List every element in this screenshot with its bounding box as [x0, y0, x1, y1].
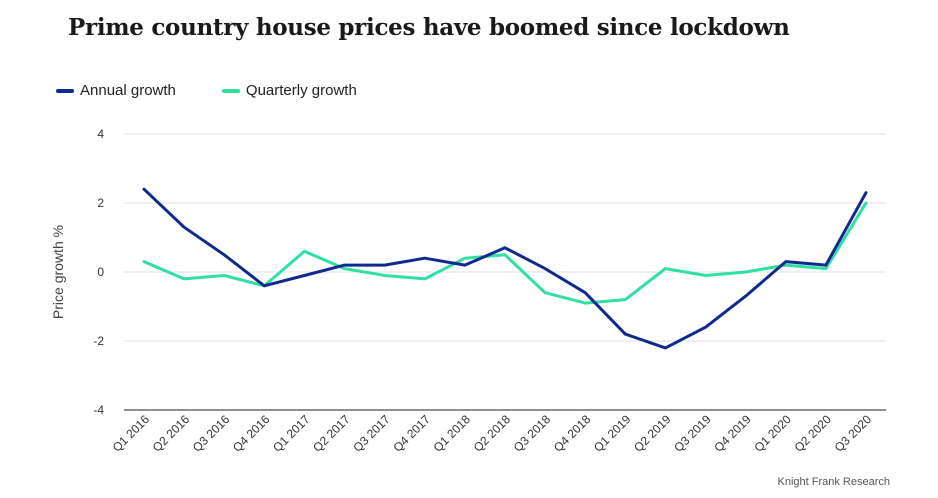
legend-label-quarterly: Quarterly growth: [245, 82, 357, 99]
x-tick-label: Q2 2016: [150, 412, 193, 455]
x-tick-label: Q3 2019: [671, 412, 714, 455]
x-tick-label: Q1 2017: [270, 412, 313, 455]
x-tick-label: Q2 2020: [792, 412, 835, 455]
x-tick-label: Q1 2016: [110, 412, 153, 455]
source-label: Knight Frank Research: [777, 476, 891, 488]
x-tick-label: Q1 2018: [431, 412, 474, 455]
y-tick-label: -4: [93, 403, 104, 417]
legend-swatch-annual: [56, 88, 74, 93]
legend: Annual growth Quarterly growth: [56, 82, 403, 99]
x-tick-label: Q4 2019: [711, 412, 754, 455]
series-line-annual: [142, 187, 868, 350]
y-tick-label: 2: [97, 196, 104, 210]
legend-item-annual: Annual growth: [56, 82, 176, 99]
x-tick-label: Q4 2018: [551, 412, 594, 455]
x-tick-label: Q4 2017: [390, 412, 433, 455]
legend-item-quarterly: Quarterly growth: [221, 82, 357, 99]
x-tick-label: Q2 2019: [631, 412, 674, 455]
x-tick-label: Q2 2018: [471, 412, 514, 455]
x-tick-label: Q3 2020: [832, 412, 875, 455]
y-tick-label: -2: [93, 334, 104, 348]
legend-label-annual: Annual growth: [80, 82, 176, 99]
x-tick-label: Q4 2016: [230, 412, 273, 455]
series-line-quarterly: [142, 201, 868, 305]
x-tick-label: Q1 2020: [751, 412, 794, 455]
y-tick-label: 0: [97, 265, 104, 279]
legend-swatch-quarterly: [221, 88, 240, 93]
y-axis-title: Price growth %: [50, 225, 66, 319]
x-tick-label: Q3 2017: [350, 412, 393, 455]
x-tick-label: Q3 2018: [511, 412, 554, 455]
x-tick-label: Q1 2019: [591, 412, 634, 455]
x-tick-label: Q3 2016: [190, 412, 233, 455]
x-tick-label: Q2 2017: [310, 412, 353, 455]
y-tick-label: 4: [97, 127, 104, 141]
chart-title: Prime country house prices have boomed s…: [68, 14, 790, 41]
